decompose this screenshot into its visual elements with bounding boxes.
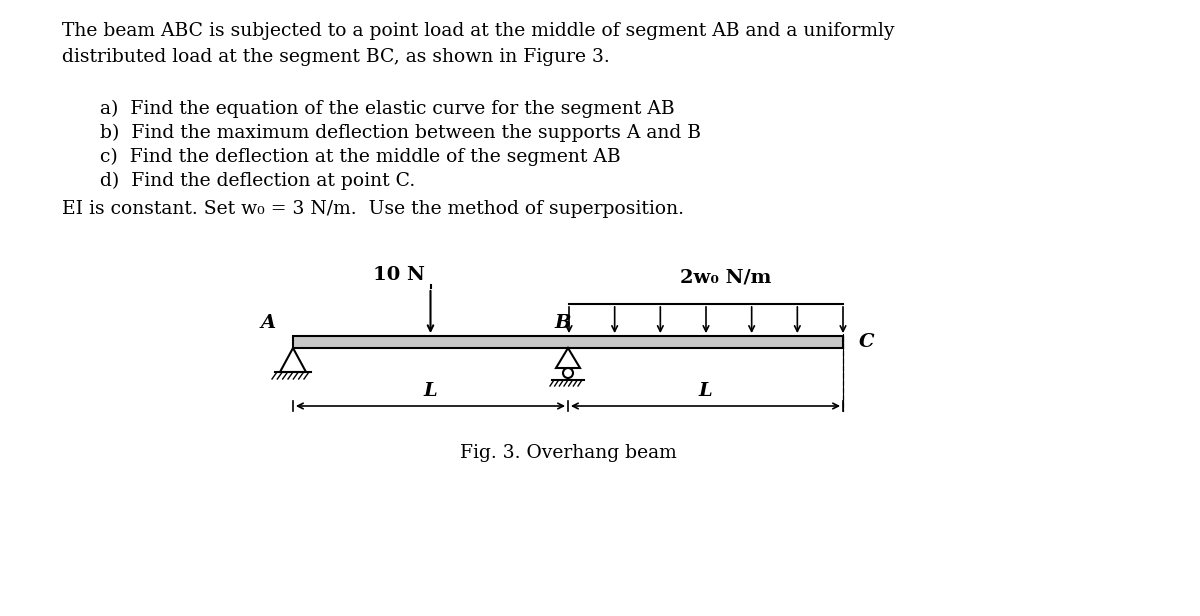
- Text: L: L: [698, 382, 713, 400]
- Text: b)  Find the maximum deflection between the supports A and B: b) Find the maximum deflection between t…: [100, 124, 701, 142]
- Polygon shape: [556, 348, 580, 368]
- Text: A: A: [260, 314, 276, 332]
- Text: The beam ABC is subjected to a point load at the middle of segment AB and a unif: The beam ABC is subjected to a point loa…: [62, 22, 894, 40]
- Text: d)  Find the deflection at point C.: d) Find the deflection at point C.: [100, 172, 415, 190]
- Text: distributed load at the segment BC, as shown in Figure 3.: distributed load at the segment BC, as s…: [62, 48, 610, 66]
- Text: c)  Find the deflection at the middle of the segment AB: c) Find the deflection at the middle of …: [100, 148, 620, 166]
- Text: Fig. 3. Overhang beam: Fig. 3. Overhang beam: [460, 444, 677, 462]
- Circle shape: [563, 368, 574, 378]
- Text: EI is constant. Set w₀ = 3 N/m.  Use the method of superposition.: EI is constant. Set w₀ = 3 N/m. Use the …: [62, 200, 684, 218]
- Text: B: B: [554, 314, 571, 332]
- Text: L: L: [424, 382, 437, 400]
- Polygon shape: [293, 336, 842, 348]
- Text: 2w₀ N/m: 2w₀ N/m: [680, 268, 772, 286]
- Polygon shape: [280, 348, 306, 372]
- Text: C: C: [859, 333, 875, 351]
- Text: 10 N: 10 N: [373, 266, 425, 284]
- Text: a)  Find the equation of the elastic curve for the segment AB: a) Find the equation of the elastic curv…: [100, 100, 674, 118]
